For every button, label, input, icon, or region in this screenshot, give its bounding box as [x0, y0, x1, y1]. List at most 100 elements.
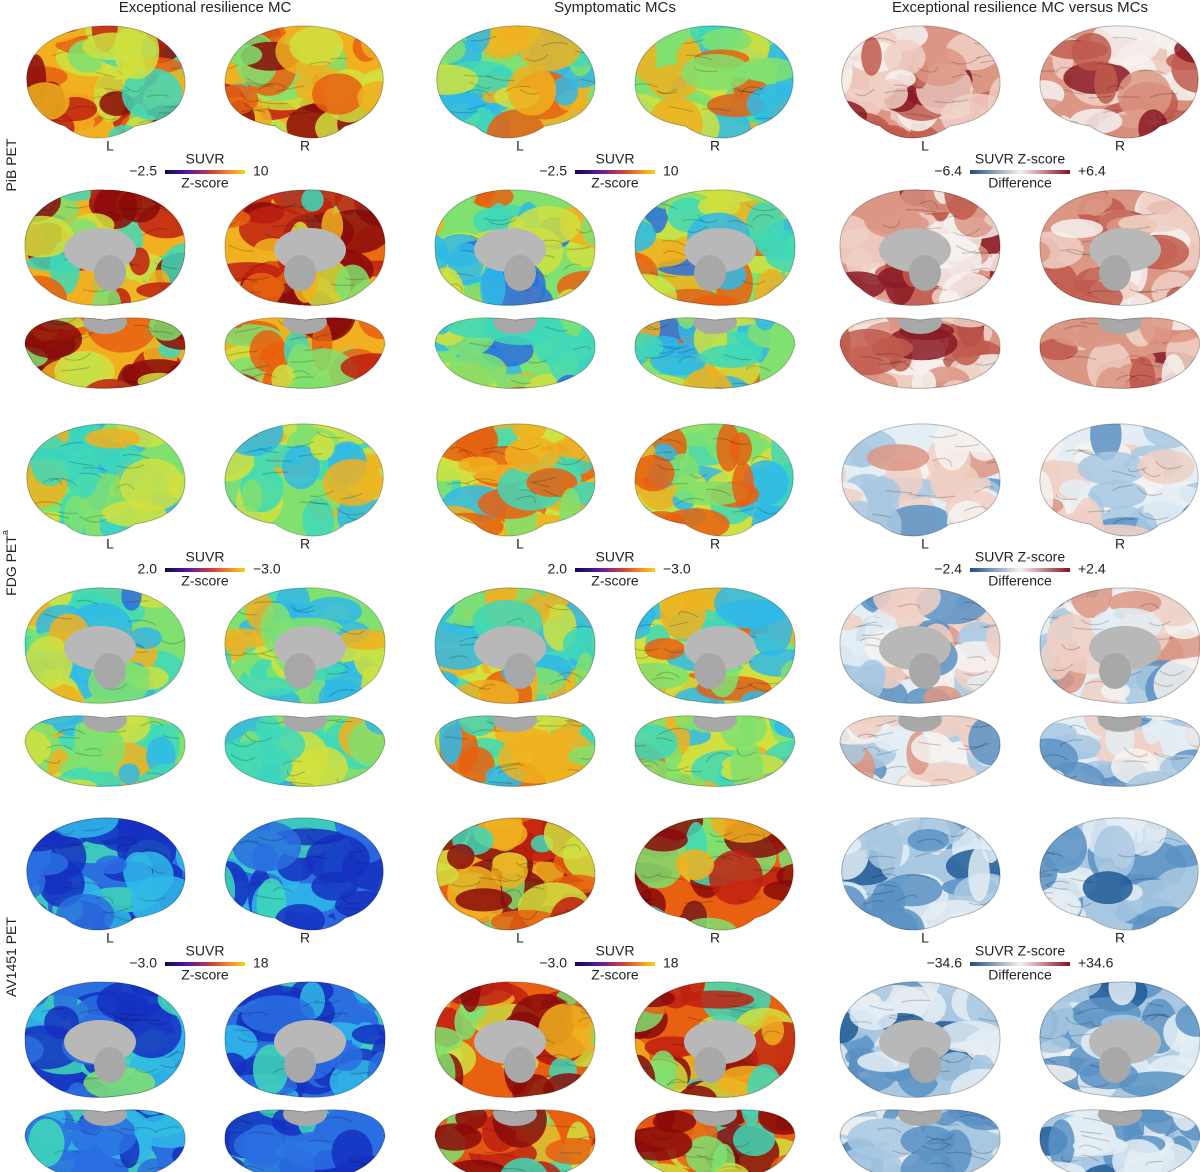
- colorbar-min: −2.4: [934, 561, 962, 577]
- colorbar-title: SUVR: [596, 943, 635, 959]
- row-label-note: a: [0, 530, 10, 535]
- row-label-text: FDG PET: [3, 535, 19, 596]
- column-title: Exceptional resilience MC: [119, 0, 292, 16]
- brain-surface: [634, 1109, 796, 1172]
- brain-surface: [634, 587, 796, 704]
- hemisphere-label: L: [106, 536, 114, 552]
- colorbar-max: 10: [663, 163, 679, 179]
- row-label: PiB PET: [3, 138, 19, 191]
- colorbar-max: −3.0: [253, 561, 281, 577]
- colorbar: [575, 568, 655, 572]
- colorbar-min: −34.6: [927, 955, 963, 971]
- colorbar-min: −2.5: [129, 163, 157, 179]
- hemisphere-label: R: [1115, 930, 1125, 946]
- colorbar-min: −2.5: [539, 163, 567, 179]
- column-title: Symptomatic MCs: [554, 0, 676, 16]
- colorbar-max: −3.0: [663, 561, 691, 577]
- brain-surface: [436, 423, 596, 537]
- brain-surface: [224, 189, 386, 306]
- colorbar-max: 18: [253, 955, 269, 971]
- colorbar-title: SUVR: [186, 549, 225, 565]
- hemisphere-label: L: [921, 930, 929, 946]
- brain-surface: [1039, 423, 1199, 537]
- brain-surface: [224, 423, 384, 537]
- brain-surface: [224, 317, 386, 389]
- brain-surface: [841, 25, 1001, 139]
- brain-surface: [434, 189, 596, 306]
- colorbar-max: +34.6: [1078, 955, 1114, 971]
- colorbar-min: 2.0: [138, 561, 158, 577]
- brain-surface: [1039, 981, 1200, 1098]
- brain-surface: [841, 423, 1001, 537]
- brain-surface: [1039, 189, 1200, 306]
- column-title: Exceptional resilience MC versus MCs: [892, 0, 1148, 16]
- colorbar-title: SUVR: [186, 151, 225, 167]
- colorbar-max: 18: [663, 955, 679, 971]
- hemisphere-label: L: [106, 930, 114, 946]
- colorbar: [575, 962, 655, 966]
- colorbar-max: +2.4: [1078, 561, 1106, 577]
- brain-surface: [1039, 25, 1199, 139]
- brain-surface: [26, 423, 186, 537]
- colorbar-subtitle: Z-score: [591, 175, 639, 191]
- brain-surface: [24, 587, 186, 704]
- hemisphere-label: L: [516, 930, 524, 946]
- hemisphere-label: R: [710, 536, 720, 552]
- hemisphere-label: R: [300, 930, 310, 946]
- hemisphere-label: R: [1115, 536, 1125, 552]
- colorbar-subtitle: Difference: [988, 175, 1052, 191]
- brain-surface: [26, 817, 186, 931]
- hemisphere-label: L: [106, 138, 114, 154]
- brain-surface: [24, 981, 186, 1098]
- colorbar-subtitle: Difference: [988, 573, 1052, 589]
- row-label-text: AV1451 PET: [3, 917, 19, 997]
- colorbar-max: 10: [253, 163, 269, 179]
- brain-surface: [436, 817, 596, 931]
- colorbar-subtitle: Z-score: [181, 175, 229, 191]
- hemisphere-label: L: [516, 138, 524, 154]
- colorbar-min: −3.0: [539, 955, 567, 971]
- colorbar-title: SUVR Z-score: [975, 549, 1065, 565]
- colorbar: [165, 568, 245, 572]
- colorbar: [165, 962, 245, 966]
- colorbar: [165, 170, 245, 174]
- hemisphere-label: L: [921, 138, 929, 154]
- brain-surface: [634, 981, 796, 1098]
- colorbar-title: SUVR: [186, 943, 225, 959]
- colorbar-min: 2.0: [548, 561, 568, 577]
- brain-surface: [634, 423, 794, 537]
- brain-surface: [224, 981, 386, 1098]
- colorbar: [970, 962, 1070, 966]
- row-label: AV1451 PET: [3, 917, 19, 997]
- hemisphere-label: R: [710, 930, 720, 946]
- colorbar-max: +6.4: [1078, 163, 1106, 179]
- row-label-text: PiB PET: [3, 138, 19, 191]
- brain-surface: [839, 317, 1001, 389]
- colorbar-subtitle: Difference: [988, 967, 1052, 983]
- colorbar-subtitle: Z-score: [591, 573, 639, 589]
- brain-surface: [634, 317, 796, 389]
- brain-surface: [1039, 587, 1200, 704]
- hemisphere-label: R: [300, 536, 310, 552]
- colorbar-min: −6.4: [934, 163, 962, 179]
- colorbar-title: SUVR Z-score: [975, 151, 1065, 167]
- hemisphere-label: R: [710, 138, 720, 154]
- colorbar-subtitle: Z-score: [181, 967, 229, 983]
- colorbar: [970, 170, 1070, 174]
- hemisphere-label: R: [300, 138, 310, 154]
- colorbar-title: SUVR Z-score: [975, 943, 1065, 959]
- hemisphere-label: L: [921, 536, 929, 552]
- colorbar-subtitle: Z-score: [181, 573, 229, 589]
- brain-surface: [1039, 817, 1199, 931]
- brain-surface: [224, 587, 386, 704]
- colorbar-title: SUVR: [596, 549, 635, 565]
- colorbar-title: SUVR: [596, 151, 635, 167]
- colorbar-min: −3.0: [129, 955, 157, 971]
- row-label: FDG PETa: [0, 530, 18, 596]
- brain-surface: [434, 981, 596, 1098]
- hemisphere-label: R: [1115, 138, 1125, 154]
- brain-surface: [634, 189, 796, 306]
- brain-surface: [26, 25, 186, 139]
- colorbar: [970, 568, 1070, 572]
